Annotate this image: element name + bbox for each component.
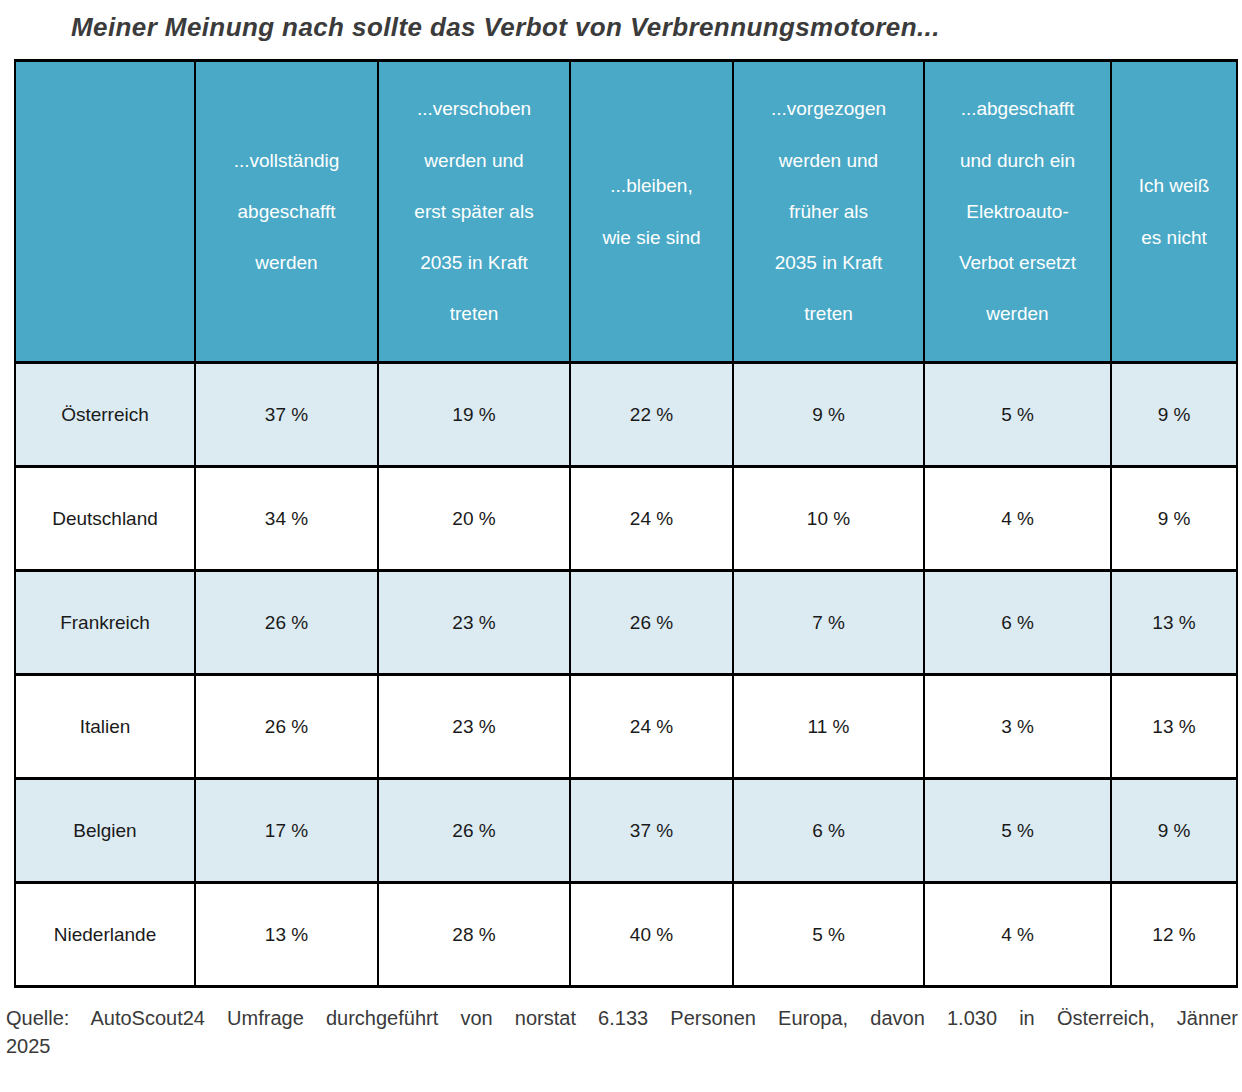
value-cell: 22 % — [570, 363, 733, 467]
value-cell: 34 % — [195, 467, 378, 571]
value-cell: 13 % — [195, 883, 378, 987]
row-label: Niederlande — [15, 883, 195, 987]
table-row-austria: Österreich 37 % 19 % 22 % 9 % 5 % 9 % — [15, 363, 1237, 467]
value-cell: 24 % — [570, 675, 733, 779]
value-cell: 20 % — [378, 467, 570, 571]
column-header-empty — [15, 61, 195, 363]
value-cell: 5 % — [924, 779, 1111, 883]
value-cell: 26 % — [195, 571, 378, 675]
value-cell: 9 % — [1111, 467, 1237, 571]
value-cell: 19 % — [378, 363, 570, 467]
value-cell: 12 % — [1111, 883, 1237, 987]
table-row-france: Frankreich 26 % 23 % 26 % 7 % 6 % 13 % — [15, 571, 1237, 675]
value-cell: 37 % — [570, 779, 733, 883]
table-row-germany: Deutschland 34 % 20 % 24 % 10 % 4 % 9 % — [15, 467, 1237, 571]
value-cell: 23 % — [378, 675, 570, 779]
value-cell: 13 % — [1111, 571, 1237, 675]
value-cell: 4 % — [924, 883, 1111, 987]
table-header: ...vollständig abgeschafft werden ...ver… — [15, 61, 1237, 363]
value-cell: 11 % — [733, 675, 924, 779]
table-row-italy: Italien 26 % 23 % 24 % 11 % 3 % 13 % — [15, 675, 1237, 779]
source-note: Quelle: AutoScout24 Umfrage durchgeführt… — [6, 1004, 1238, 1060]
column-header-dont-know: Ich weiß es nicht — [1111, 61, 1237, 363]
value-cell: 4 % — [924, 467, 1111, 571]
value-cell: 9 % — [1111, 363, 1237, 467]
value-cell: 7 % — [733, 571, 924, 675]
row-label: Deutschland — [15, 467, 195, 571]
value-cell: 9 % — [733, 363, 924, 467]
column-header-brought-forward: ...vorgezogen werden und früher als 2035… — [733, 61, 924, 363]
column-header-postponed: ...verschoben werden und erst später als… — [378, 61, 570, 363]
table-body: Österreich 37 % 19 % 22 % 9 % 5 % 9 % De… — [15, 363, 1237, 987]
value-cell: 3 % — [924, 675, 1111, 779]
row-label: Belgien — [15, 779, 195, 883]
value-cell: 5 % — [733, 883, 924, 987]
column-header-abolished: ...vollständig abgeschafft werden — [195, 61, 378, 363]
value-cell: 28 % — [378, 883, 570, 987]
row-label: Österreich — [15, 363, 195, 467]
value-cell: 26 % — [195, 675, 378, 779]
survey-results-table: ...vollständig abgeschafft werden ...ver… — [14, 59, 1238, 988]
table-row-belgium: Belgien 17 % 26 % 37 % 6 % 5 % 9 % — [15, 779, 1237, 883]
value-cell: 26 % — [570, 571, 733, 675]
value-cell: 23 % — [378, 571, 570, 675]
value-cell: 10 % — [733, 467, 924, 571]
page-title: Meiner Meinung nach sollte das Verbot vo… — [71, 12, 1228, 43]
value-cell: 40 % — [570, 883, 733, 987]
value-cell: 6 % — [924, 571, 1111, 675]
row-label: Frankreich — [15, 571, 195, 675]
value-cell: 5 % — [924, 363, 1111, 467]
value-cell: 17 % — [195, 779, 378, 883]
value-cell: 24 % — [570, 467, 733, 571]
value-cell: 37 % — [195, 363, 378, 467]
header-row: ...vollständig abgeschafft werden ...ver… — [15, 61, 1237, 363]
value-cell: 6 % — [733, 779, 924, 883]
value-cell: 26 % — [378, 779, 570, 883]
row-label: Italien — [15, 675, 195, 779]
value-cell: 9 % — [1111, 779, 1237, 883]
column-header-stay: ...bleiben, wie sie sind — [570, 61, 733, 363]
page: Meiner Meinung nach sollte das Verbot vo… — [0, 0, 1242, 1092]
table-row-netherlands: Niederlande 13 % 28 % 40 % 5 % 4 % 12 % — [15, 883, 1237, 987]
column-header-replaced-by-ev-ban: ...abgeschafft und durch ein Elektroauto… — [924, 61, 1111, 363]
value-cell: 13 % — [1111, 675, 1237, 779]
